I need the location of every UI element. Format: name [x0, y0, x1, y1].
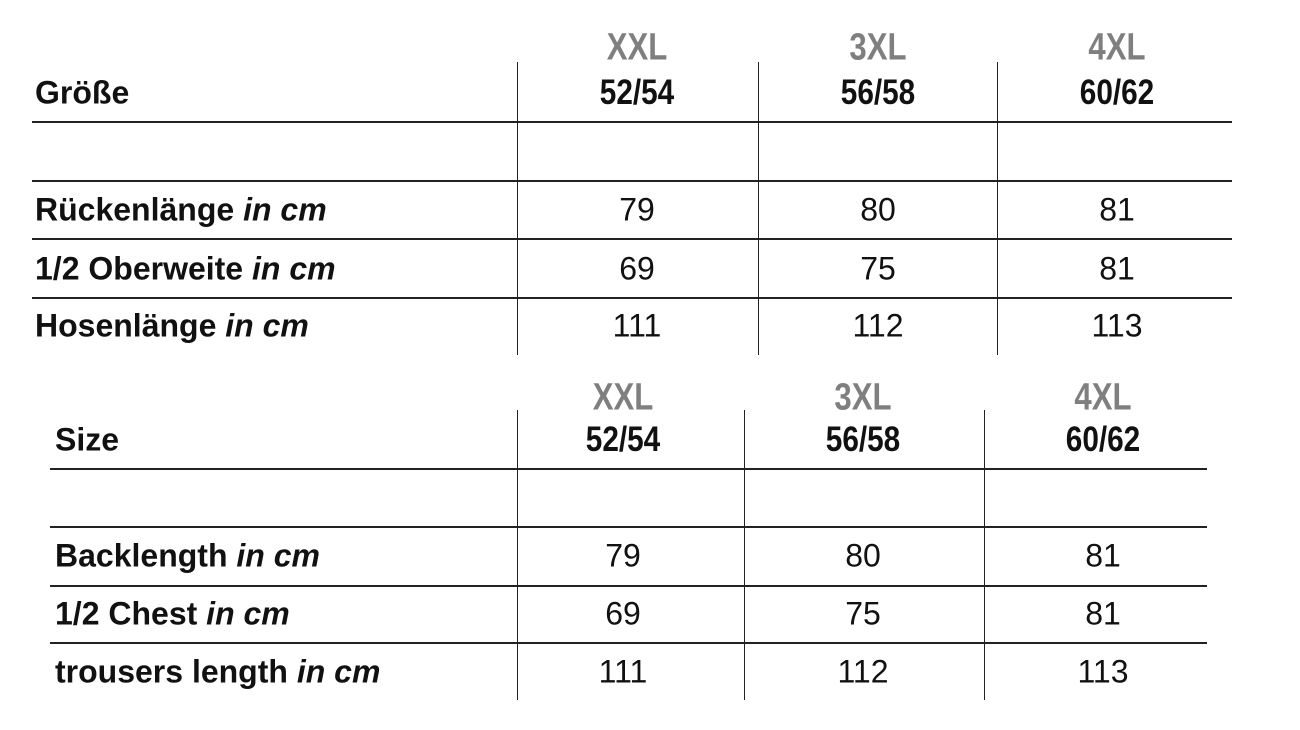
row-divider — [32, 297, 1232, 299]
header-label: Größe — [35, 74, 130, 111]
size-code: 3XL — [834, 376, 892, 419]
table-cell-value: 80 — [860, 191, 896, 228]
table-cell-value: 81 — [1085, 537, 1121, 574]
table-cell-value: 111 — [612, 307, 662, 344]
eu-size: 56/58 — [825, 420, 901, 459]
row-label: 1/2 Chest in cm — [55, 596, 290, 633]
column-divider — [758, 62, 759, 355]
table-cell-value: 81 — [1099, 250, 1135, 287]
measurement-name: Hosenlänge — [35, 307, 217, 344]
table-cell-value: 80 — [845, 537, 881, 574]
row-divider — [32, 238, 1232, 240]
row-label: 1/2 Oberweite in cm — [35, 251, 336, 288]
table-cell-value: 112 — [852, 307, 904, 344]
row-label: Hosenlänge in cm — [35, 308, 309, 345]
size-code: 4XL — [1074, 376, 1132, 419]
table-cell-value: 81 — [1085, 595, 1121, 632]
size-code: 4XL — [1088, 26, 1146, 69]
column-divider — [517, 410, 518, 700]
column-divider — [997, 62, 998, 355]
table-cell-value: 69 — [619, 250, 655, 287]
measurement-name: trousers length — [55, 653, 288, 690]
row-label: Rückenlänge in cm — [35, 192, 327, 229]
table-cell-value: 113 — [1077, 653, 1129, 690]
row-divider — [50, 526, 1207, 528]
measurement-name: Rückenlänge — [35, 191, 235, 228]
column-divider — [744, 410, 745, 700]
unit: in cm — [225, 307, 309, 344]
unit: in cm — [243, 191, 327, 228]
measurement-name: 1/2 Oberweite — [35, 250, 244, 287]
table-cell-value: 112 — [837, 653, 889, 690]
row-divider — [32, 180, 1232, 182]
table-cell-value: 79 — [605, 537, 641, 574]
unit: in cm — [206, 595, 290, 632]
table-cell-value: 69 — [605, 595, 641, 632]
row-divider — [50, 468, 1207, 470]
measurement-name: 1/2 Chest — [55, 595, 198, 632]
size-code: XXL — [592, 376, 654, 419]
eu-size: 52/54 — [599, 73, 675, 112]
eu-size: 56/58 — [840, 73, 916, 112]
row-divider — [50, 642, 1207, 644]
unit: in cm — [251, 250, 336, 287]
column-divider — [517, 62, 518, 355]
header-label: Size — [55, 421, 120, 458]
table-cell-value: 75 — [860, 250, 896, 287]
size-code: 3XL — [849, 26, 907, 69]
eu-size: 60/62 — [1065, 420, 1141, 459]
row-divider — [32, 121, 1232, 123]
table-cell-value: 79 — [619, 191, 655, 228]
size-code: XXL — [606, 26, 668, 69]
eu-size: 60/62 — [1079, 73, 1155, 112]
eu-size: 52/54 — [585, 420, 661, 459]
column-divider — [984, 410, 985, 700]
unit: in cm — [236, 537, 320, 574]
row-divider — [50, 585, 1207, 587]
row-label: Backlength in cm — [55, 538, 320, 575]
table-cell-value: 75 — [845, 595, 881, 632]
table-cell-value: 81 — [1099, 191, 1135, 228]
row-label: trousers length in cm — [55, 654, 380, 691]
table-cell-value: 113 — [1091, 307, 1143, 344]
measurement-name: Backlength — [55, 537, 228, 574]
table-cell-value: 111 — [598, 653, 648, 690]
unit: in cm — [296, 653, 381, 690]
